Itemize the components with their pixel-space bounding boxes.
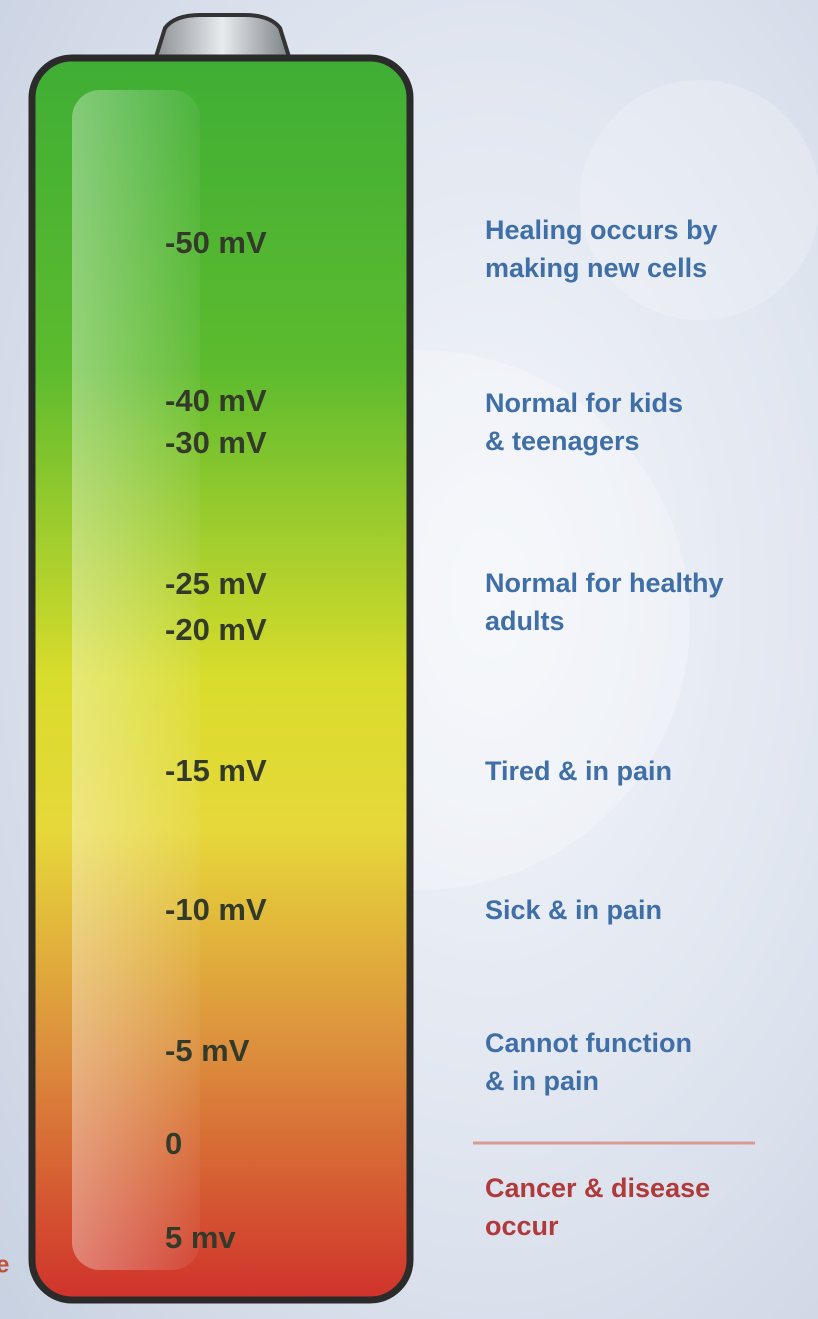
voltage-label: -50 mV [165,225,267,260]
description: making new cells [485,253,707,283]
battery-gloss [72,90,200,1270]
description: Cannot function [485,1028,692,1058]
voltage-label: 0 [165,1126,182,1161]
descriptions: Healing occurs by making new cells Norma… [473,215,755,1241]
description: & teenagers [485,426,640,456]
voltage-label: -40 mV [165,383,267,418]
description: Healing occurs by [485,215,718,245]
description: adults [485,606,565,636]
description: Normal for healthy [485,568,724,598]
voltage-label: -20 mV [165,612,267,647]
voltage-label: -30 mV [165,425,267,460]
description: Sick & in pain [485,895,662,925]
voltage-label: 5 mv [165,1220,236,1255]
description: Cancer & disease [485,1173,710,1203]
voltage-label: -5 mV [165,1033,250,1068]
voltage-label: -25 mV [165,566,267,601]
edge-fragment: e [0,1251,9,1278]
battery-cap [152,13,293,62]
description: Tired & in pain [485,756,672,786]
description: Normal for kids [485,388,683,418]
bokeh [580,80,818,320]
voltage-label: -10 mV [165,892,267,927]
voltage-label: -15 mV [165,753,267,788]
description: occur [485,1211,559,1241]
voltage-labels: -50 mV -40 mV -30 mV -25 mV -20 mV -15 m… [165,225,267,1255]
description: & in pain [485,1066,599,1096]
